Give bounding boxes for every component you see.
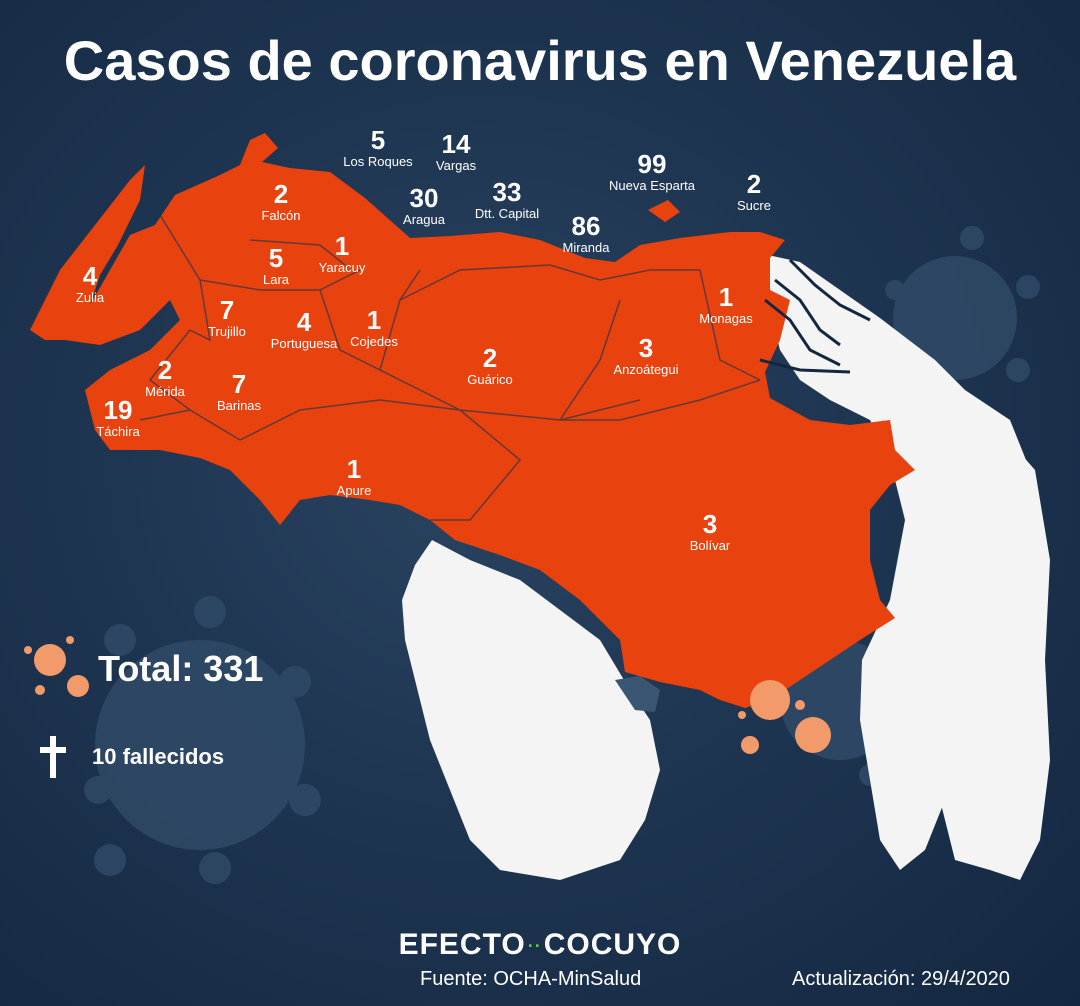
state-count: 33 (492, 177, 522, 207)
brand-logo: EFECTO ··COCUYO (0, 928, 1080, 962)
nueva-esparta-island (648, 200, 680, 222)
state-name: Barinas (216, 398, 262, 413)
state-label-anzoategui: 3 Anzoátegui (613, 334, 678, 377)
state-count: 2 (482, 343, 498, 373)
state-name: Dtt. Capital (474, 206, 540, 221)
page-title: Casos de coronavirus en Venezuela (63, 29, 1017, 92)
state-count: 4 (296, 307, 312, 337)
updated-text: Actualización: 29/4/2020 (792, 968, 1010, 990)
state-name: Mérida (145, 384, 185, 399)
state-count: 2 (746, 169, 762, 199)
total-cases: Total: 331 (98, 648, 264, 689)
state-name: Cojedes (350, 334, 398, 349)
state-count: 5 (268, 243, 284, 273)
state-label-miranda: 86 Miranda (563, 212, 610, 255)
state-label-lara: 5 Lara (263, 244, 289, 287)
deaths-count: 10 fallecidos (92, 744, 225, 769)
source-text: Fuente: OCHA-MinSalud (420, 968, 642, 990)
state-count: 7 (219, 295, 235, 325)
state-label-zulia: 4 Zulia (76, 262, 104, 305)
state-name: Apure (336, 483, 372, 498)
state-count: 19 (103, 395, 133, 425)
state-name: Miranda (562, 240, 610, 255)
cross-icon (40, 736, 66, 778)
state-count: 3 (638, 333, 654, 363)
state-name: Sucre (737, 198, 771, 213)
suriname-east-shape (940, 430, 1050, 880)
state-count: 1 (366, 305, 382, 335)
brand-right: COCUYO (543, 928, 682, 961)
state-count: 5 (370, 125, 386, 155)
state-label-cojedes: 1 Cojedes (350, 306, 398, 349)
state-label-trujillo: 7 Trujillo (208, 296, 246, 339)
state-count: 1 (718, 282, 734, 312)
state-label-sucre: 2 Sucre (737, 170, 771, 213)
state-label-merida: 2 Mérida (145, 356, 185, 399)
state-count: 2 (157, 355, 173, 385)
state-name: Táchira (96, 424, 140, 439)
virus-orange-icon (24, 636, 831, 754)
state-count: 99 (637, 149, 667, 179)
state-label-nueva-esparta: 99 Nueva Esparta (609, 150, 695, 193)
virus-decoration-left (84, 596, 321, 884)
state-count: 1 (346, 454, 362, 484)
state-name: Lara (262, 272, 290, 287)
state-label-aragua: 30 Aragua (403, 184, 445, 227)
state-name: Aragua (403, 212, 445, 227)
state-label-barinas: 7 Barinas (217, 370, 261, 413)
state-count: 2 (273, 179, 289, 209)
state-name: Guárico (467, 372, 513, 387)
state-label-tachira: 19 Táchira (96, 396, 139, 439)
brand-dots: ·· (527, 935, 542, 956)
state-label-vargas: 14 Vargas (436, 130, 476, 173)
state-label-portuguesa: 4 Portuguesa (271, 308, 338, 351)
state-label-monagas: 1 Monagas (699, 283, 752, 326)
state-count: 86 (571, 211, 601, 241)
state-name: Anzoátegui (613, 362, 679, 377)
brand-left: EFECTO (398, 928, 526, 961)
state-label-bolivar: 3 Bolívar (690, 510, 730, 553)
colombia-brazil-shape (402, 540, 660, 880)
state-name: Portuguesa (270, 336, 338, 351)
state-borders (139, 214, 761, 521)
state-count: 7 (231, 369, 247, 399)
state-label-yaracuy: 1 Yaracuy (319, 232, 366, 275)
state-label-capital: 33 Dtt. Capital (475, 178, 539, 221)
state-name: Zulia (75, 290, 105, 305)
state-count: 30 (409, 183, 439, 213)
state-label-los-roques: 5 Los Roques (343, 126, 412, 169)
state-count: 3 (702, 509, 718, 539)
state-label-guarico: 2 Guárico (467, 344, 513, 387)
state-name: Yaracuy (318, 260, 366, 275)
state-count: 1 (334, 231, 350, 261)
state-label-apure: 1 Apure (337, 455, 372, 498)
state-name: Falcón (261, 208, 301, 223)
delta-rivers (759, 258, 871, 374)
state-name: Nueva Esparta (609, 178, 695, 193)
state-name: Vargas (435, 158, 477, 173)
state-count: 4 (82, 261, 98, 291)
state-label-falcon: 2 Falcón (261, 180, 300, 223)
state-name: Monagas (699, 311, 753, 326)
state-count: 14 (441, 129, 471, 159)
river-shape (615, 676, 660, 712)
state-name: Bolívar (689, 538, 731, 553)
state-name: Los Roques (343, 154, 413, 169)
state-name: Trujillo (208, 324, 246, 339)
